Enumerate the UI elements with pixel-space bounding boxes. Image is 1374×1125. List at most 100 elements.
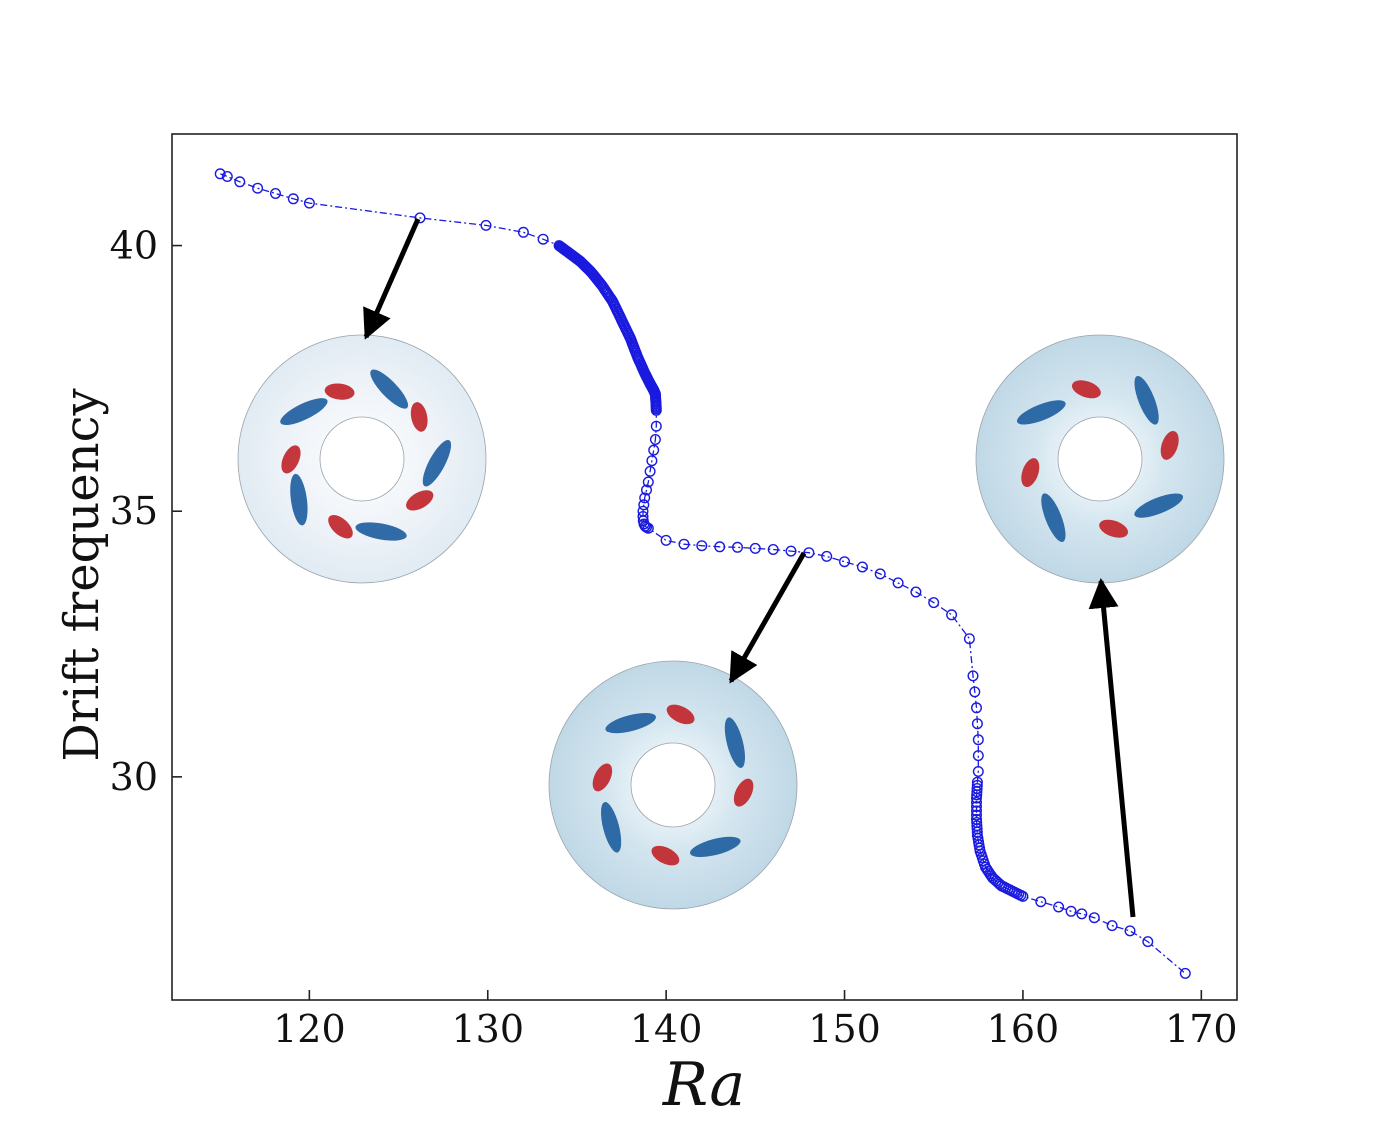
data-point <box>1088 912 1100 924</box>
arrow-to-inset-2 <box>728 551 807 684</box>
annulus-blue-cell <box>1016 400 1066 425</box>
annulus-red-cell <box>410 402 428 432</box>
series-line <box>219 173 1186 974</box>
data-point <box>1076 908 1088 920</box>
data-point <box>234 176 246 188</box>
annulus-blue-cell <box>1134 493 1184 518</box>
data-point <box>972 766 984 778</box>
data-point <box>648 444 660 456</box>
annulus-red-cell <box>592 763 613 792</box>
annulus-blue-cell <box>601 802 622 853</box>
data-point <box>928 597 940 609</box>
data-point <box>641 484 653 496</box>
data-point <box>972 734 984 746</box>
data-point <box>650 420 662 432</box>
data-point <box>990 875 1002 887</box>
data-point <box>650 403 662 415</box>
annulus-blue-cell <box>422 439 452 487</box>
data-point <box>821 550 833 562</box>
data-point <box>644 465 656 477</box>
data-point <box>1106 920 1118 932</box>
data-point <box>767 544 779 556</box>
data-point <box>696 540 708 552</box>
data-point <box>971 796 983 808</box>
x-tick-label: 140 <box>630 1007 703 1051</box>
data-point <box>1035 896 1047 908</box>
data-point <box>749 542 761 554</box>
y-axis-label: Drift frequency <box>54 388 110 761</box>
data-point <box>221 170 233 182</box>
data-point <box>785 545 797 557</box>
plot-area <box>171 133 1238 1001</box>
data-point <box>969 686 981 698</box>
data-point <box>1124 925 1136 937</box>
x-axis-label: Ra <box>662 1050 745 1120</box>
x-tick-label: 130 <box>451 1007 524 1051</box>
data-point <box>1015 889 1027 901</box>
data-point <box>270 187 282 199</box>
data-point <box>649 434 661 446</box>
data-point <box>971 702 983 714</box>
data-point <box>971 789 983 801</box>
data-point <box>639 492 651 504</box>
data-point <box>414 212 426 224</box>
annulus-blue-cell <box>724 717 745 768</box>
data-point <box>1142 936 1154 948</box>
data-point <box>287 193 299 205</box>
data-point <box>641 521 653 533</box>
data-point <box>1179 967 1191 979</box>
x-tick-label: 150 <box>808 1007 881 1051</box>
data-point <box>678 538 690 550</box>
data-point <box>1065 905 1077 917</box>
data-point <box>839 556 851 568</box>
data-point <box>639 520 651 532</box>
x-tick-label: 160 <box>987 1007 1060 1051</box>
data-point <box>971 801 983 813</box>
annulus-red-cell <box>666 704 695 725</box>
data-point <box>946 609 958 621</box>
y-tick-label: 35 <box>110 489 158 533</box>
data-point <box>537 233 549 245</box>
axis-tick-labels: 120 130 140 150 160 170 30 35 40 <box>110 224 1238 1051</box>
annulus-red-cell <box>406 490 434 511</box>
annulus-red-cell <box>651 845 680 866</box>
data-point <box>971 805 983 817</box>
data-point <box>517 226 529 238</box>
annulus-red-cell <box>281 445 301 474</box>
data-point <box>714 541 726 553</box>
data-point <box>963 633 975 645</box>
annulus-inset-2 <box>548 660 798 910</box>
data-point <box>892 577 904 589</box>
data-point <box>252 182 264 194</box>
data-point <box>971 786 983 798</box>
data-point <box>971 820 983 832</box>
annulus-red-cell <box>324 383 355 400</box>
series-line-group <box>219 173 1186 974</box>
data-point <box>480 219 492 231</box>
annulus-blue-cell <box>690 836 741 857</box>
x-tick-label: 120 <box>273 1007 346 1051</box>
annulus-red-cell <box>1099 519 1129 538</box>
annulus-blue-cell <box>1041 493 1066 543</box>
data-point <box>803 547 815 559</box>
data-point <box>856 561 868 573</box>
y-tick-label: 40 <box>110 224 158 268</box>
data-point <box>971 783 983 795</box>
annulus-blue-cell <box>355 522 407 541</box>
annulus-inset-1 <box>237 334 487 584</box>
y-tick-label: 30 <box>110 755 158 799</box>
annulus-blue-cell <box>290 473 308 526</box>
annulus-red-cell <box>1160 430 1179 460</box>
data-point <box>660 534 672 546</box>
data-point <box>972 750 984 762</box>
data-point <box>1053 901 1065 913</box>
arrow-to-inset-3 <box>1088 578 1136 918</box>
data-point <box>646 455 658 467</box>
data-point <box>732 541 744 553</box>
axis-ticks <box>172 244 1203 1000</box>
data-point <box>874 568 886 580</box>
data-point <box>214 168 226 180</box>
annulus-red-cell <box>1071 380 1101 399</box>
data-point <box>642 476 654 488</box>
annulus-red-cell <box>1021 458 1040 488</box>
